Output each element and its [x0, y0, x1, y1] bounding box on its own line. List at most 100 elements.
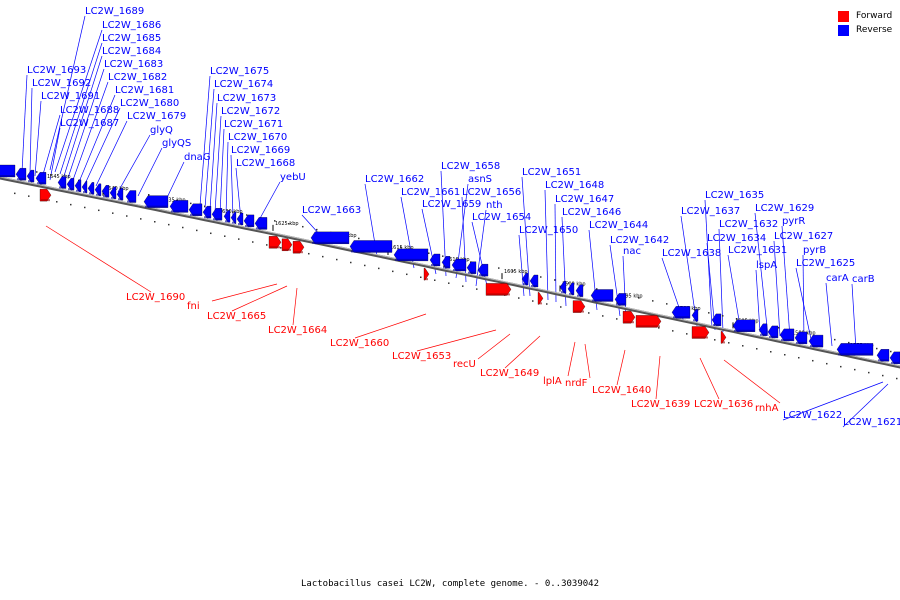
track-dot: [722, 315, 724, 317]
leader-line: [21, 74, 28, 173]
gene-arrow-shadow: [569, 292, 573, 295]
gene-arrow-shadow: [425, 278, 428, 281]
leader-line: [825, 282, 833, 347]
leader-line: [699, 357, 720, 400]
track-dot: [728, 342, 730, 344]
gene-arrow-shadow: [59, 186, 65, 189]
gene-arrow-shadow: [28, 180, 33, 183]
track-dot: [406, 273, 408, 276]
gene-label-reverse: LC2W_1646: [562, 207, 621, 218]
leader-line: [773, 240, 781, 337]
gene-label-reverse: nth: [486, 200, 503, 211]
label-leader-lines: [21, 15, 889, 428]
gene-label-reverse: LC2W_1683: [104, 59, 163, 70]
gene-arrow: [0, 164, 16, 178]
leader-line: [214, 115, 222, 213]
gene-arrow-shadow: [0, 175, 14, 178]
track-dot: [14, 192, 16, 195]
gene-label-reverse: LC2W_1634: [707, 233, 766, 244]
leader-line: [257, 181, 281, 223]
gene-label-reverse: LC2W_1662: [365, 174, 424, 185]
leader-line: [755, 269, 761, 333]
track-dot: [546, 303, 548, 305]
track-dot: [84, 206, 86, 209]
track-dot: [316, 228, 318, 231]
gene-label-reverse: LC2W_1692: [32, 78, 91, 89]
gene-arrow-shadow: [523, 283, 527, 286]
leader-line: [204, 88, 215, 209]
gene-arrow: [572, 300, 586, 313]
leader-line: [802, 254, 805, 343]
gene-label-reverse: LC2W_1688: [60, 105, 119, 116]
gene-label-reverse: LC2W_1629: [755, 203, 814, 214]
track-dot: [736, 318, 738, 320]
gene-label-reverse: LC2W_1680: [120, 98, 179, 109]
legend-label-forward: Forward: [856, 11, 893, 21]
gene-label-forward: nrdF: [565, 378, 588, 389]
track-dot: [694, 309, 696, 311]
gene-label-forward: LC2W_1639: [631, 399, 690, 410]
track-dot: [280, 247, 282, 249]
gene-arrow: [537, 292, 544, 305]
scale-tick-label: 1605 kbp: [504, 269, 528, 275]
gene-label-reverse: LC2W_1685: [102, 33, 161, 44]
leader-line: [851, 283, 857, 351]
gene-arrow-shadow: [68, 188, 73, 191]
gene-label-reverse: LC2W_1638: [662, 248, 721, 259]
gene-label-reverse: carA: [826, 273, 849, 284]
track-dot: [364, 264, 366, 267]
leader-line: [795, 267, 813, 345]
track-dot: [896, 377, 898, 380]
legend-item-forward: Forward: [838, 9, 892, 23]
genome-caption: Lactobacillus casei LC2W, complete genom…: [300, 579, 599, 589]
legend-label-reverse: Reverse: [856, 25, 893, 35]
track-dot: [140, 218, 142, 220]
gene-arrow-shadow: [453, 269, 465, 272]
leader-line: [354, 313, 427, 339]
leader-line: [219, 128, 225, 215]
gene-label-reverse: LC2W_1658: [441, 161, 500, 172]
track-dot: [322, 255, 324, 258]
gene-label-forward: LC2W_1664: [268, 325, 327, 336]
track-dot: [638, 297, 640, 299]
gene-arrow-shadow: [283, 248, 291, 251]
track-dot: [666, 303, 668, 305]
gene-arrow-shadow: [539, 302, 542, 305]
track-dot: [890, 350, 892, 353]
gene-label-reverse: LC2W_1687: [60, 118, 119, 129]
gene-label-reverse: lspA: [756, 260, 777, 271]
gene-arrow: [691, 326, 710, 339]
gene-label-reverse: LC2W_1648: [545, 180, 604, 191]
leader-line: [781, 225, 791, 339]
gene-label-reverse: LC2W_1693: [27, 65, 86, 76]
leader-line: [72, 81, 109, 181]
gene-label-reverse: pyrR: [782, 216, 805, 227]
track-dot: [616, 318, 618, 320]
track-dot: [274, 220, 276, 222]
track-dot: [420, 276, 422, 279]
gene-label-reverse: LC2W_1644: [589, 220, 648, 231]
gene-label-forward: LC2W_1640: [592, 385, 651, 396]
gene-label-reverse: LC2W_1637: [681, 206, 740, 217]
gene-label-reverse: LC2W_1663: [302, 205, 361, 216]
gene-arrow-shadow: [37, 182, 45, 185]
leader-line: [416, 329, 497, 352]
leader-line: [209, 102, 218, 211]
gene-arrow-shadow: [351, 250, 391, 253]
track-dot: [252, 241, 254, 243]
track-dot: [686, 333, 688, 335]
gene-label-reverse: carB: [852, 274, 875, 285]
gene-arrow-shadow: [624, 321, 634, 324]
track-dot: [210, 232, 212, 235]
gene-arrow-shadow: [810, 345, 822, 348]
leader-line: [230, 154, 234, 219]
track-dot: [266, 244, 268, 246]
gene-arrow-shadow: [89, 192, 93, 195]
gene-label-forward: LC2W_1653: [392, 351, 451, 362]
scale-tick-label: 1640 kbp: [105, 186, 129, 192]
leader-line: [199, 75, 211, 207]
legend-item-reverse: Reverse: [838, 23, 892, 37]
leader-line: [704, 199, 713, 329]
